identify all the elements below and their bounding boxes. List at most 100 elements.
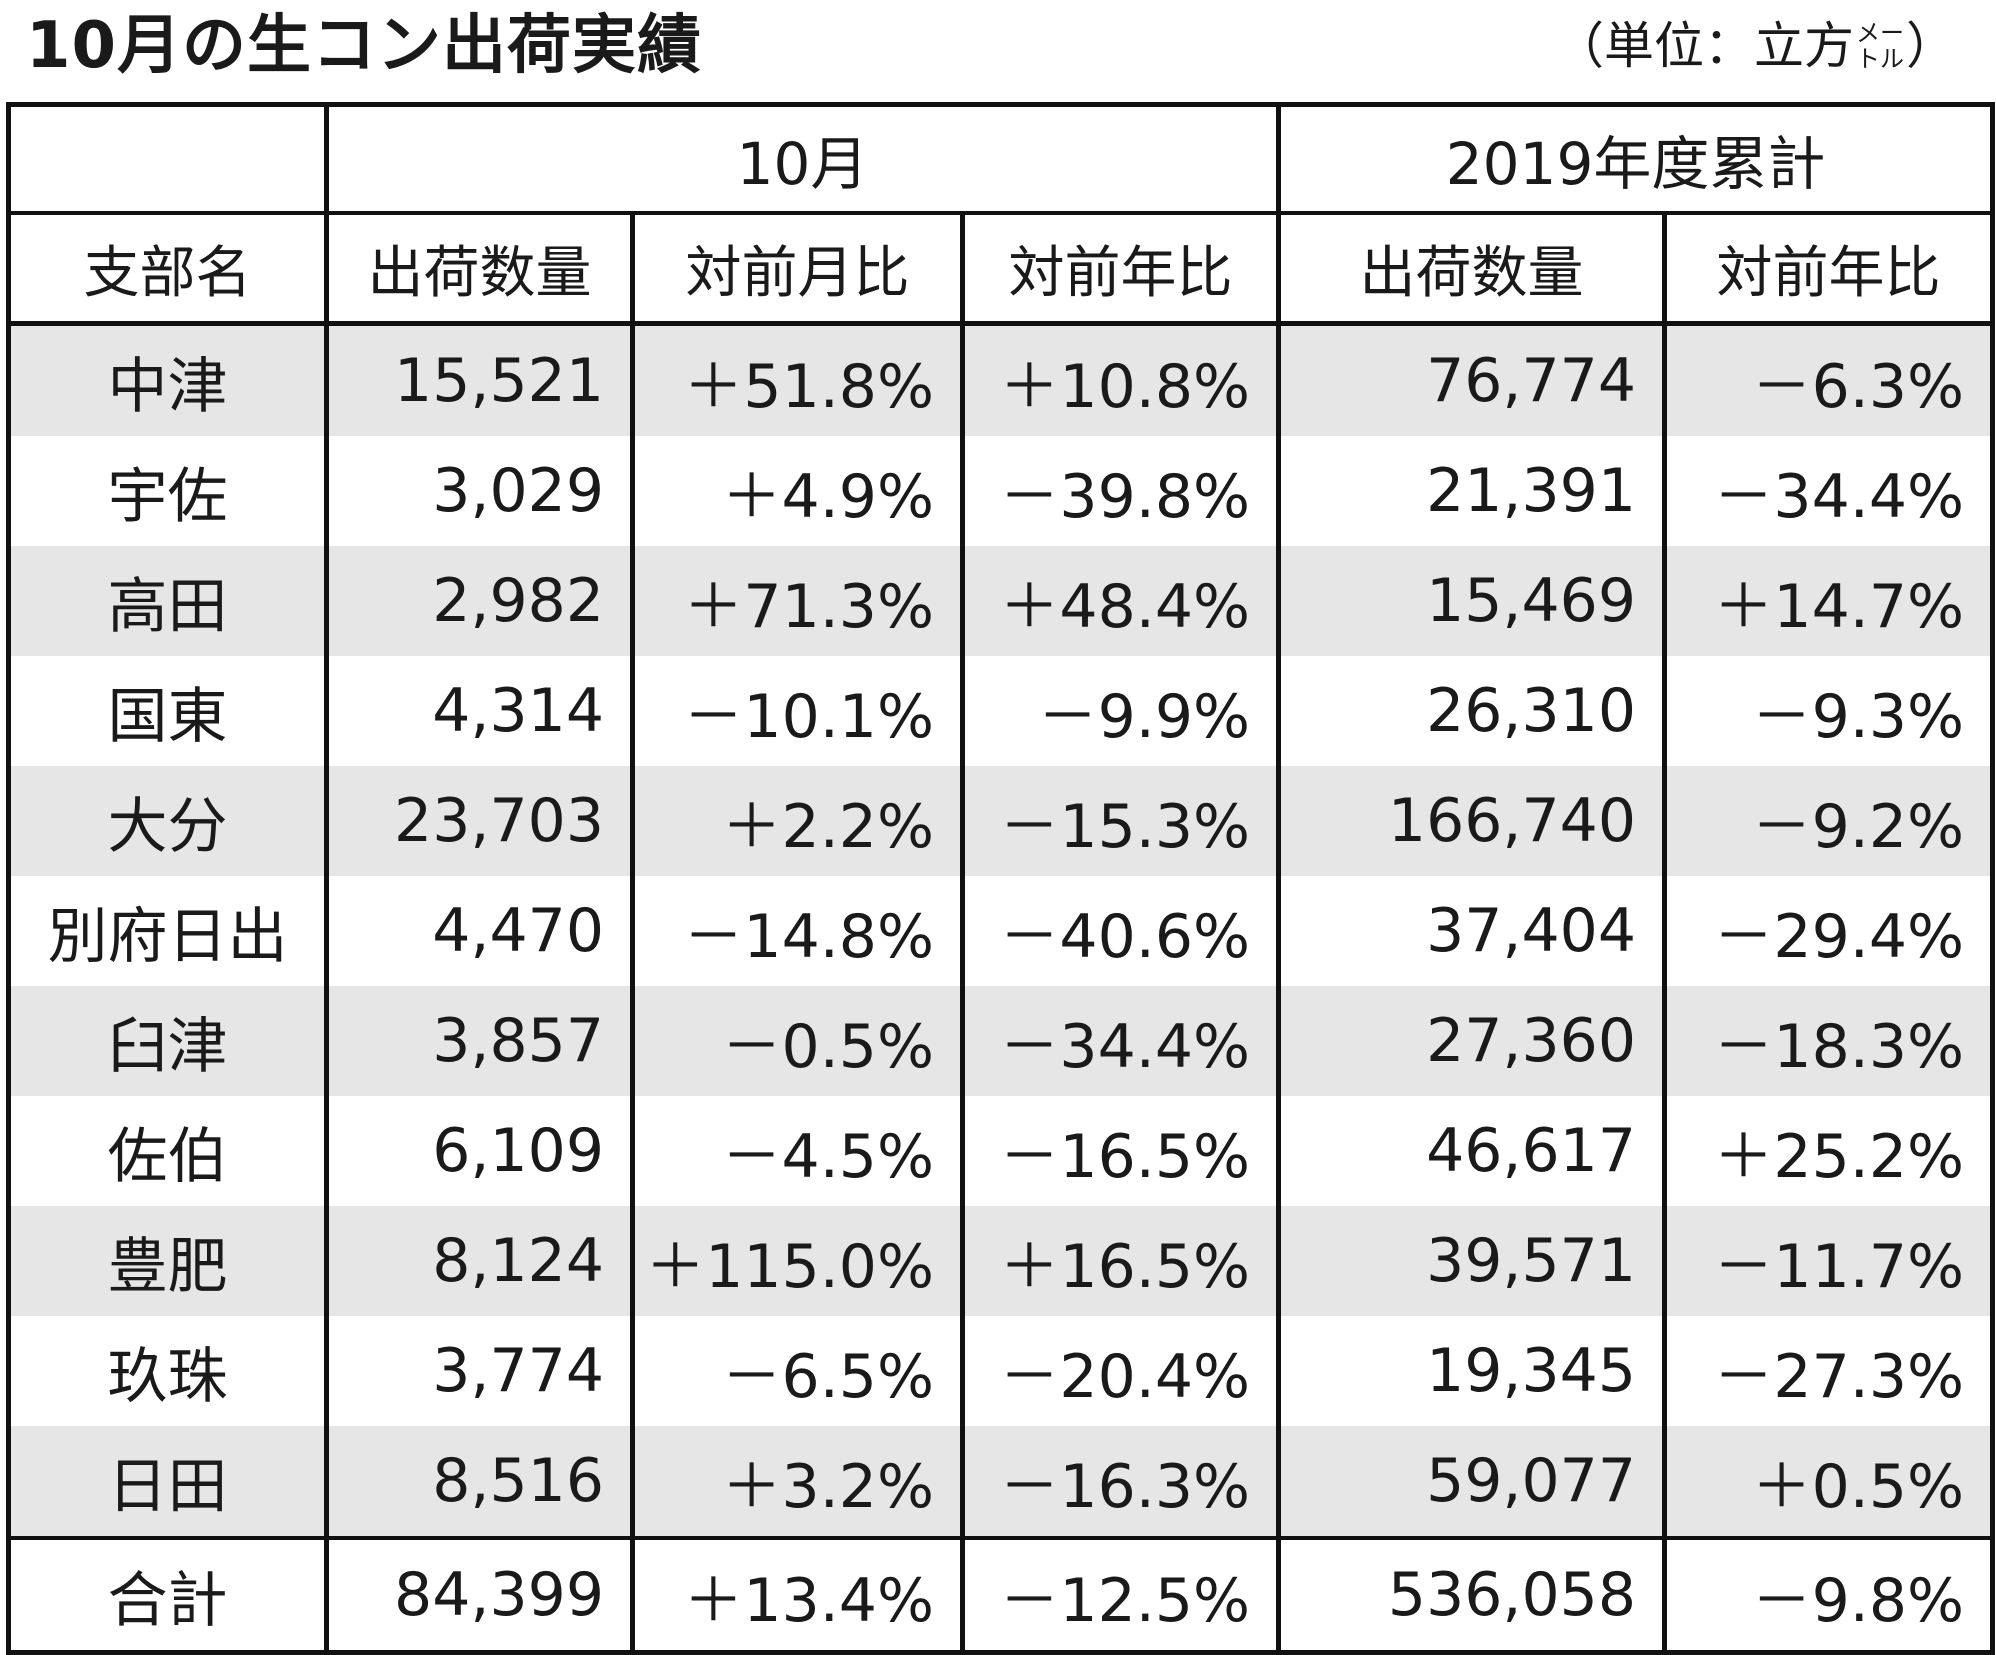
branch-name: 豊肥 [6,1206,329,1316]
month-mom: ＋71.3% [630,546,965,656]
cumulative-quantity: 21,391 [1276,436,1668,546]
branch-name: 日田 [6,1426,329,1538]
month-mom: ＋3.2% [630,1426,965,1538]
unit-meter-bottom: トル [1856,45,1904,73]
month-quantity: 3,857 [324,986,635,1096]
month-yoy: ＋10.8% [959,323,1282,436]
month-yoy: －20.4% [959,1316,1282,1426]
month-mom: －6.5% [630,1316,965,1426]
month-mom: ＋115.0% [630,1206,965,1316]
month-quantity: 8,516 [324,1426,635,1538]
cumulative-quantity: 15,469 [1276,546,1668,656]
cumulative-quantity: 166,740 [1276,766,1668,876]
group-header-month: 10月 [323,104,1282,215]
cumulative-yoy: －11.7% [1662,1206,1996,1316]
column-header-month-mom: 対前月比 [630,213,965,326]
cumulative-yoy: ＋25.2% [1662,1096,1996,1206]
table-row: 臼津 3,857 －0.5% －34.4% 27,360 －18.3% [6,986,1996,1096]
cumulative-yoy: －34.4% [1662,436,1996,546]
month-yoy: ＋48.4% [959,546,1282,656]
table-row: 日田 8,516 ＋3.2% －16.3% 59,077 ＋0.5% [6,1426,1996,1538]
month-quantity: 3,774 [324,1316,635,1426]
month-mom: ＋2.2% [630,766,965,876]
total-month-mom: ＋13.4% [630,1536,965,1653]
cumulative-yoy: －29.4% [1662,876,1996,986]
month-mom: －4.5% [630,1096,965,1206]
cumulative-yoy: －9.2% [1662,766,1996,876]
cumulative-quantity: 19,345 [1276,1316,1668,1426]
cumulative-quantity: 27,360 [1276,986,1668,1096]
total-label: 合計 [6,1536,329,1653]
cumulative-quantity: 39,571 [1276,1206,1668,1316]
month-quantity: 4,314 [324,656,635,766]
column-header-cumulative-yoy: 対前年比 [1662,213,1996,326]
cumulative-quantity: 37,404 [1276,876,1668,986]
total-row: 合計 84,399 ＋13.4% －12.5% 536,058 －9.8% [6,1536,1996,1653]
branch-name: 佐伯 [6,1096,329,1206]
total-cumulative-quantity: 536,058 [1276,1536,1668,1653]
branch-name: 宇佐 [6,436,329,546]
month-yoy: －16.3% [959,1426,1282,1538]
branch-name: 玖珠 [6,1316,329,1426]
branch-name: 別府日出 [6,876,329,986]
month-yoy: －9.9% [959,656,1282,766]
table-row: 高田 2,982 ＋71.3% ＋48.4% 15,469 ＋14.7% [6,546,1996,656]
unit-prefix: （単位：立方 [1554,17,1854,75]
unit-suffix: ） [1906,17,1956,75]
group-header-blank [6,104,329,215]
month-mom: －10.1% [630,656,965,766]
table-row: 国東 4,314 －10.1% －9.9% 26,310 －9.3% [6,656,1996,766]
branch-name: 臼津 [6,986,329,1096]
month-mom: －0.5% [630,986,965,1096]
cumulative-yoy: －18.3% [1662,986,1996,1096]
cumulative-quantity: 46,617 [1276,1096,1668,1206]
branch-name: 中津 [6,323,329,436]
column-header-cumulative-quantity: 出荷数量 [1276,213,1668,326]
month-quantity: 8,124 [324,1206,635,1316]
cumulative-yoy: ＋0.5% [1662,1426,1996,1538]
month-mom: －14.8% [630,876,965,986]
cumulative-quantity: 26,310 [1276,656,1668,766]
table-row: 豊肥 8,124 ＋115.0% ＋16.5% 39,571 －11.7% [6,1206,1996,1316]
table-row: 大分 23,703 ＋2.2% －15.3% 166,740 －9.2% [6,766,1996,876]
cumulative-quantity: 76,774 [1276,323,1668,436]
group-header-row: 10月 2019年度累計 [6,104,1996,215]
table-row: 佐伯 6,109 －4.5% －16.5% 46,617 ＋25.2% [6,1096,1996,1206]
month-quantity: 23,703 [324,766,635,876]
table-row: 別府日出 4,470 －14.8% －40.6% 37,404 －29.4% [6,876,1996,986]
month-mom: ＋51.8% [630,323,965,436]
month-yoy: －34.4% [959,986,1282,1096]
month-yoy: ＋16.5% [959,1206,1282,1316]
column-header-branch: 支部名 [6,213,329,326]
branch-name: 高田 [6,546,329,656]
total-month-yoy: －12.5% [959,1536,1282,1653]
cumulative-yoy: －9.3% [1662,656,1996,766]
month-yoy: －39.8% [959,436,1282,546]
branch-name: 国東 [6,656,329,766]
unit-note: （単位：立方 メー トル ） [1554,0,1956,92]
month-quantity: 3,029 [324,436,635,546]
month-quantity: 2,982 [324,546,635,656]
column-header-month-yoy: 対前年比 [959,213,1282,326]
cumulative-quantity: 59,077 [1276,1426,1668,1538]
month-mom: ＋4.9% [630,436,965,546]
column-header-row: 支部名 出荷数量 対前月比 対前年比 出荷数量 対前年比 [6,213,1996,326]
cumulative-yoy: －6.3% [1662,323,1996,436]
unit-meter-top: メー [1856,19,1904,47]
cumulative-yoy: ＋14.7% [1662,546,1996,656]
shipment-table: 10月 2019年度累計 支部名 出荷数量 対前月比 対前年比 出荷数量 対前年… [6,102,1996,1655]
column-header-month-quantity: 出荷数量 [324,213,635,326]
table-row: 玖珠 3,774 －6.5% －20.4% 19,345 －27.3% [6,1316,1996,1426]
branch-name: 大分 [6,766,329,876]
month-yoy: －15.3% [959,766,1282,876]
table-row: 中津 15,521 ＋51.8% ＋10.8% 76,774 －6.3% [6,323,1996,436]
month-yoy: －16.5% [959,1096,1282,1206]
month-quantity: 6,109 [324,1096,635,1206]
month-quantity: 15,521 [324,323,635,436]
month-quantity: 4,470 [324,876,635,986]
total-cumulative-yoy: －9.8% [1662,1536,1996,1653]
total-month-quantity: 84,399 [324,1536,635,1653]
month-yoy: －40.6% [959,876,1282,986]
unit-meter: メー トル [1856,20,1904,72]
group-header-cumulative: 2019年度累計 [1276,104,1996,215]
